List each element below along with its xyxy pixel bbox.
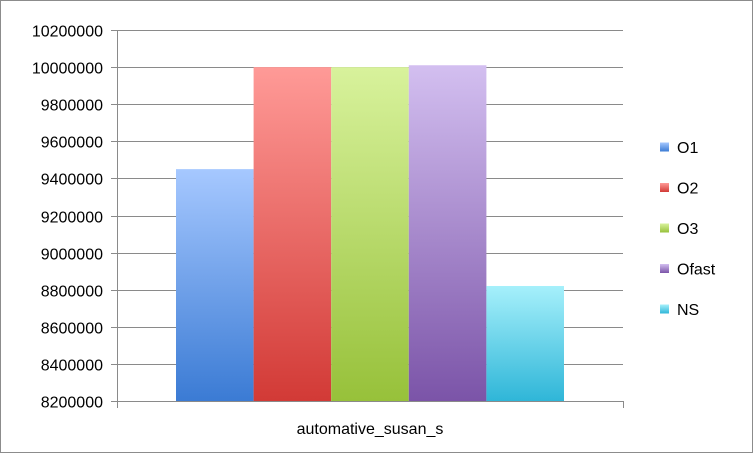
legend: O1 O2 O3 Ofast NS (660, 140, 716, 319)
y-tick-label-3: 8800000 (41, 284, 103, 301)
y-tick-label-7: 9600000 (41, 135, 103, 152)
bar-o3 (331, 67, 409, 401)
axes (111, 30, 624, 408)
x-category-label-0: automative_susan_s (297, 421, 444, 438)
legend-swatch-o2 (660, 183, 669, 192)
y-tick-label-1: 8400000 (41, 358, 103, 375)
y-tick-label-2: 8600000 (41, 321, 103, 338)
legend-swatch-ofast (660, 264, 669, 273)
legend-swatch-o1 (660, 142, 669, 152)
legend-label-o1: O1 (677, 140, 698, 157)
y-tick-label-9: 10000000 (32, 61, 103, 78)
legend-label-o3: O3 (677, 221, 698, 238)
y-tick-label-6: 9400000 (41, 172, 103, 189)
y-tick-label-4: 9000000 (41, 247, 103, 264)
legend-swatch-o3 (660, 223, 669, 233)
bars (176, 65, 564, 402)
bar-o1 (176, 169, 254, 401)
legend-label-ns: NS (677, 302, 699, 319)
bar-o2 (253, 67, 332, 401)
y-tick-label-10: 10200000 (32, 24, 103, 41)
y-tick-labels: 8200000 8400000 8600000 8800000 9000000 92000… (32, 24, 103, 412)
legend-label-o2: O2 (677, 181, 698, 198)
bar-ns (486, 285, 564, 401)
category-labels: automative_susan_s (297, 421, 444, 438)
y-tick-label-5: 9200000 (41, 210, 103, 227)
legend-swatch-ns (660, 304, 669, 314)
y-tick-label-8: 9800000 (41, 98, 103, 115)
bar-ofast (408, 65, 487, 402)
legend-label-ofast: Ofast (677, 262, 716, 279)
y-tick-label-0: 8200000 (41, 395, 103, 412)
